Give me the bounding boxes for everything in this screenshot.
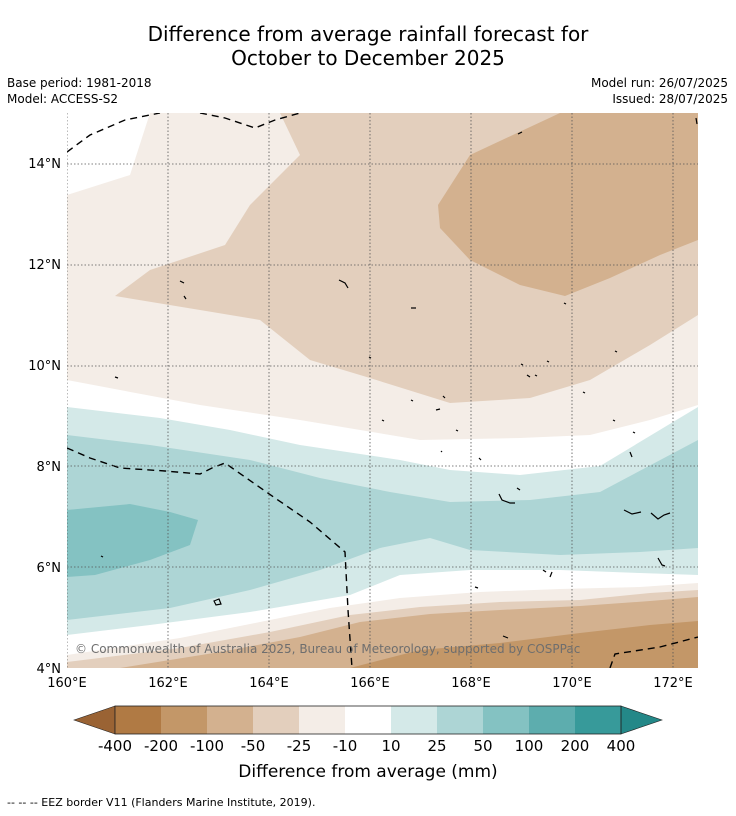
lat-tick: 10°N [28,359,61,374]
colorbar-tick: -10 [333,737,358,755]
lat-tick: 6°N [37,561,62,576]
colorbar: -400 -200 -100 -50 -25 -10 10 25 50 100 … [73,705,663,755]
colorbar-segment [391,706,437,734]
lon-tick: 160°E [47,676,87,691]
lon-tick: 164°E [249,676,289,691]
colorbar-segment [345,706,391,734]
issued-date: Issued: 28/07/2025 [612,92,728,106]
lat-ticks: 14°N 12°N 10°N 8°N 6°N 4°N [28,157,61,677]
colorbar-segment [207,706,253,734]
colorbar-tick: -100 [190,737,224,755]
colorbar-tick: -400 [98,737,132,755]
map-title: Difference from average rainfall forecas… [0,22,736,70]
wet-50-region [67,504,198,577]
eez-border-north [67,113,301,153]
eez-border-south [609,636,698,668]
base-period: Base period: 1981-2018 [7,76,152,90]
colorbar-segment [161,706,207,734]
eez-border-middle [67,447,353,668]
lon-ticks: 160°E 162°E 164°E 166°E 168°E 170°E 172°… [47,676,693,691]
colorbar-tick: 10 [381,737,400,755]
meta-right: Model run: 26/07/2025 Issued: 28/07/2025 [591,75,728,107]
model-run: Model run: 26/07/2025 [590,76,728,90]
colorbar-label: Difference from average (mm) [238,762,498,782]
colorbar-segment [483,706,529,734]
colorbar-tick: 25 [427,737,446,755]
islands [100,117,698,639]
colorbar-segment [115,706,161,734]
meta-left: Base period: 1981-2018 Model: ACCESS-S2 [7,75,152,107]
gridlines [67,113,698,668]
lon-tick: 166°E [350,676,390,691]
dry-50-region-north [438,113,698,296]
colorbar-tick: 50 [473,737,492,755]
wet-25-region [67,435,698,620]
colorbar-segment [437,706,483,734]
lon-tick: 172°E [653,676,693,691]
lat-tick: 12°N [28,258,61,273]
contour-fields: © Commonwealth of Australia 2025, Bureau… [67,113,698,668]
colorbar-tick: -50 [241,737,266,755]
lat-tick: 14°N [28,157,61,172]
colorbar-arrow-right [620,705,663,735]
colorbar-tick: 400 [607,737,636,755]
lat-tick: 4°N [37,662,62,677]
map-title-line1: Difference from average rainfall forecas… [147,22,589,46]
colorbar-segment [299,706,345,734]
colorbar-segment [253,706,299,734]
colorbar-ticks: -400 -200 -100 -50 -25 -10 10 25 50 100 … [98,737,635,755]
copyright-text: © Commonwealth of Australia 2025, Bureau… [75,642,580,656]
lon-tick: 162°E [148,676,188,691]
colorbar-arrow-left [73,705,116,735]
colorbar-segment [575,706,621,734]
map-title-line2: October to December 2025 [231,46,505,70]
colorbar-tick: -25 [287,737,312,755]
lat-tick: 8°N [37,460,62,475]
dry-100-region-south [350,621,698,668]
colorbar-segment [529,706,575,734]
colorbar-tick: 200 [561,737,590,755]
colorbar-tick: 100 [515,737,544,755]
model-name: Model: ACCESS-S2 [7,92,119,106]
colorbar-tick: -200 [144,737,178,755]
lon-tick: 170°E [552,676,592,691]
eez-footnote: -- -- -- EEZ border V11 (Flanders Marine… [7,796,316,809]
lon-tick: 168°E [451,676,491,691]
